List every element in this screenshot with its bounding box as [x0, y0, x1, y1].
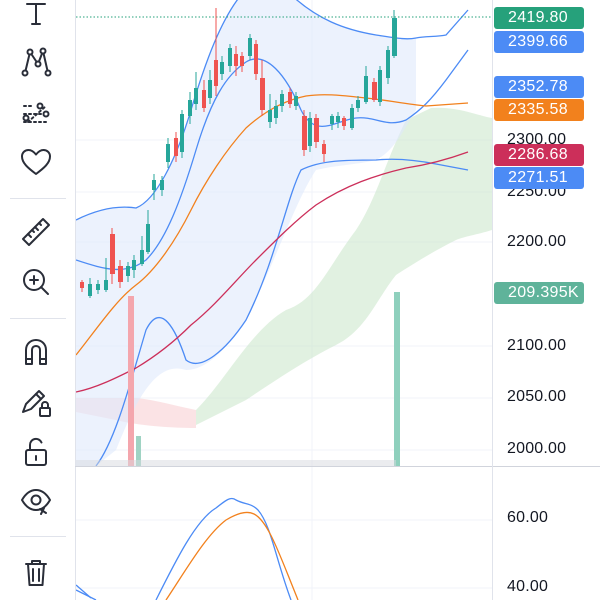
ma-orange-badge: 2335.58	[494, 99, 584, 121]
trash-icon	[25, 560, 47, 586]
oscillator-line-left	[76, 589, 97, 600]
favorites-tool-button[interactable]	[14, 142, 58, 182]
zoom-tool-button[interactable]	[14, 262, 58, 302]
price-axis-label: 2000.00	[507, 440, 567, 457]
moving-average-pink	[76, 151, 469, 393]
candlesticks	[80, 8, 397, 298]
bollinger-upper-badge: 2399.66	[494, 31, 584, 53]
pattern-icon	[21, 47, 52, 77]
pane-divider[interactable]	[75, 466, 600, 467]
pattern-tool-button[interactable]	[14, 42, 58, 82]
oscillator-line-blue	[76, 497, 292, 600]
price-axis-border	[492, 0, 493, 600]
prediction-tool-button[interactable]	[14, 94, 58, 134]
remove-tool-button[interactable]	[14, 552, 58, 592]
zoom-in-icon	[23, 269, 49, 295]
ruler-icon	[22, 218, 50, 246]
forecast-icon	[22, 102, 50, 123]
oscillator-line-orange	[165, 511, 299, 600]
oscillator-axis-label: 40.00	[507, 578, 549, 595]
price-axis-label: 2200.00	[507, 233, 567, 250]
price-chart[interactable]	[76, 0, 492, 600]
toolbar-separator	[10, 198, 66, 199]
lock-all-tool-button[interactable]	[14, 432, 58, 472]
volume-badge: 209.395K	[494, 282, 584, 304]
heart-icon	[21, 149, 51, 175]
last-price-badge: 2419.80	[494, 7, 584, 29]
text-icon	[26, 3, 46, 25]
bollinger-lower-line	[95, 158, 469, 467]
hide-drawings-tool-button[interactable]	[14, 480, 58, 520]
magnet-tool-button[interactable]	[14, 332, 58, 372]
oscillator-axis-label: 60.00	[507, 509, 549, 526]
oscillator-pane	[76, 497, 299, 600]
eye-icon	[21, 489, 51, 515]
price-axis-label: 2300.00	[507, 131, 567, 148]
magnet-icon	[25, 339, 47, 365]
unlock-icon	[25, 437, 47, 466]
toolbar-separator	[10, 318, 66, 319]
toolbar-separator	[10, 536, 66, 537]
bollinger-basis-line	[76, 49, 469, 271]
price-axis-label: 2050.00	[507, 388, 567, 405]
ichimoku-cloud	[196, 107, 492, 426]
volume-bars	[76, 292, 400, 466]
bollinger-basis-badge: 2352.78	[494, 76, 584, 98]
ma-pink-badge: 2286.68	[494, 144, 584, 166]
bollinger-lower-badge: 2271.51	[494, 167, 584, 189]
price-axis-label: 2100.00	[507, 337, 567, 354]
drawing-toolbar	[0, 0, 74, 600]
pencil-lock-icon	[22, 390, 51, 417]
text-tool-button[interactable]	[14, 0, 58, 32]
toolbar-divider	[75, 0, 76, 600]
lock-drawings-tool-button[interactable]	[14, 382, 58, 422]
measure-tool-button[interactable]	[14, 212, 58, 252]
